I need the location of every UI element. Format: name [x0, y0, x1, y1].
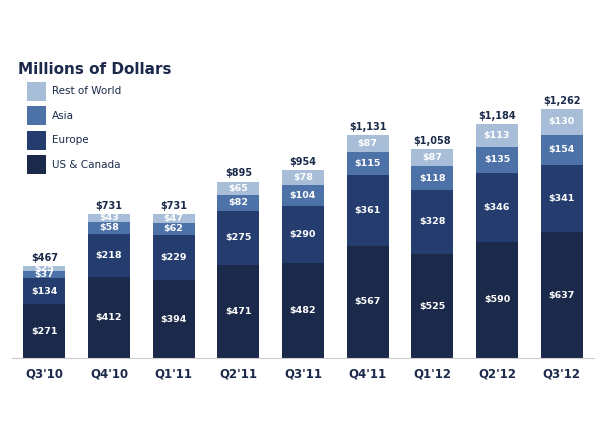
- Text: $482: $482: [290, 306, 316, 315]
- Bar: [412, 166, 454, 190]
- Bar: [541, 135, 583, 165]
- Bar: [88, 277, 130, 358]
- Text: $394: $394: [160, 314, 187, 323]
- Text: $471: $471: [225, 307, 251, 316]
- Text: $37: $37: [34, 270, 54, 279]
- Text: Revenue by User Geography: Revenue by User Geography: [9, 16, 454, 44]
- Text: $361: $361: [355, 206, 381, 215]
- Text: $118: $118: [419, 173, 446, 182]
- Text: $43: $43: [99, 214, 119, 223]
- Bar: [347, 246, 389, 358]
- Bar: [152, 280, 194, 358]
- Bar: [88, 222, 130, 234]
- Text: $341: $341: [548, 194, 575, 203]
- Text: $25: $25: [34, 264, 54, 273]
- Bar: [152, 235, 194, 280]
- Bar: [152, 214, 194, 223]
- Text: $1,262: $1,262: [543, 96, 580, 106]
- Bar: [412, 254, 454, 358]
- Bar: [23, 305, 65, 358]
- Text: $567: $567: [355, 297, 381, 306]
- Text: Revenue by user geography is geographically apportioned based on our estimation : Revenue by user geography is geographica…: [9, 412, 493, 432]
- Text: Europe: Europe: [52, 135, 89, 145]
- Text: $271: $271: [31, 326, 58, 336]
- Text: $134: $134: [31, 287, 58, 296]
- Text: $275: $275: [225, 233, 251, 242]
- Bar: [282, 170, 324, 185]
- Bar: [282, 206, 324, 263]
- Bar: [282, 263, 324, 358]
- Text: $637: $637: [548, 290, 575, 300]
- Bar: [152, 223, 194, 235]
- Bar: [347, 152, 389, 175]
- Text: $130: $130: [548, 117, 575, 126]
- Bar: [476, 124, 518, 147]
- Bar: [476, 147, 518, 173]
- Bar: [217, 265, 259, 358]
- Bar: [541, 109, 583, 135]
- Bar: [282, 185, 324, 206]
- Text: $1,184: $1,184: [478, 112, 516, 121]
- Text: $65: $65: [229, 184, 248, 193]
- Text: $58: $58: [99, 223, 119, 232]
- Bar: [412, 149, 454, 166]
- Text: $731: $731: [160, 201, 187, 211]
- Bar: [412, 190, 454, 254]
- Text: Millions of Dollars: Millions of Dollars: [18, 62, 172, 77]
- Bar: [217, 194, 259, 211]
- Bar: [23, 278, 65, 305]
- Bar: [88, 234, 130, 277]
- Bar: [476, 173, 518, 242]
- Text: $87: $87: [422, 153, 442, 162]
- Text: $115: $115: [355, 159, 381, 168]
- Text: $290: $290: [290, 230, 316, 239]
- Bar: [217, 211, 259, 265]
- Text: $590: $590: [484, 295, 510, 304]
- Bar: [217, 182, 259, 194]
- Text: $1,058: $1,058: [413, 136, 451, 146]
- Text: $328: $328: [419, 218, 446, 227]
- Text: $525: $525: [419, 301, 445, 310]
- Bar: [347, 175, 389, 246]
- Text: $87: $87: [358, 139, 377, 148]
- Text: $895: $895: [225, 169, 252, 178]
- Text: $47: $47: [164, 214, 184, 223]
- Text: $82: $82: [229, 198, 248, 207]
- Bar: [347, 135, 389, 152]
- Text: $954: $954: [289, 157, 317, 167]
- Text: $135: $135: [484, 156, 510, 165]
- Bar: [476, 242, 518, 358]
- Text: Asia: Asia: [52, 111, 74, 121]
- Bar: [541, 165, 583, 232]
- Text: $346: $346: [484, 203, 510, 212]
- Text: $113: $113: [484, 131, 510, 140]
- Text: $78: $78: [293, 173, 313, 182]
- Text: US & Canada: US & Canada: [52, 160, 121, 170]
- Text: $1,131: $1,131: [349, 122, 386, 132]
- Text: $467: $467: [31, 253, 58, 263]
- Text: $731: $731: [95, 201, 122, 211]
- Text: $229: $229: [160, 253, 187, 262]
- Bar: [23, 271, 65, 278]
- Bar: [23, 266, 65, 271]
- Text: $104: $104: [290, 191, 316, 200]
- Text: $218: $218: [95, 251, 122, 260]
- Text: $154: $154: [548, 145, 575, 154]
- Text: Rest of World: Rest of World: [52, 86, 121, 96]
- Text: facebook.: facebook.: [469, 414, 591, 434]
- Bar: [541, 232, 583, 358]
- Text: $412: $412: [96, 313, 122, 322]
- Bar: [88, 214, 130, 222]
- Text: $62: $62: [164, 224, 184, 233]
